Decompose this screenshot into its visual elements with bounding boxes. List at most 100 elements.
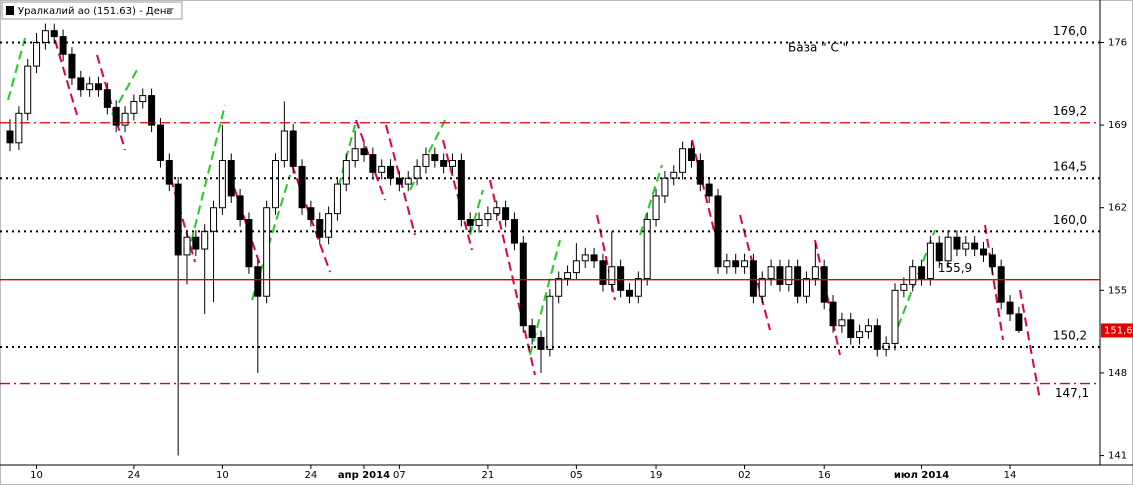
up-body [767,266,775,280]
down-body [732,260,740,268]
down-body [316,219,324,238]
level-label: 147,1 [1055,386,1089,400]
down-body [457,160,465,221]
up-body [652,195,660,221]
up-body [342,160,350,185]
up-body [41,30,49,43]
down-body [254,266,262,297]
y-tick-label: 176 [1108,37,1127,48]
up-body [121,112,129,126]
up-body [484,213,492,221]
up-body [741,260,749,268]
level-label: 176,0 [1053,24,1087,38]
x-tick-label: апр 2014 [338,470,390,481]
down-body [289,130,297,167]
up-body [86,83,94,91]
down-body [980,248,987,256]
down-body [360,148,368,156]
x-tick-label: 02 [738,470,751,481]
level-label: 155,9 [938,261,972,275]
up-body [218,160,226,209]
up-body [723,260,731,268]
up-body [608,266,616,285]
down-body [997,266,1005,303]
down-body [935,242,943,262]
up-body [634,278,642,297]
up-body [643,219,651,280]
up-body [201,230,209,250]
down-body [77,77,85,91]
down-body [847,319,855,339]
y-tick-label: 148 [1108,368,1127,379]
last-price-label: 151,6 [1104,325,1133,336]
y-tick-label: 155 [1108,285,1127,296]
level-label: 160,0 [1053,213,1087,227]
down-body [918,266,926,280]
up-body [263,207,271,297]
up-body [139,95,147,102]
down-body [696,160,704,185]
dropdown-arrow[interactable] [166,8,174,13]
down-body [298,165,306,209]
up-body [15,112,23,144]
down-body [519,242,527,327]
up-body [891,289,899,344]
down-body [749,260,757,297]
down-body [440,160,448,167]
down-body [953,236,961,250]
up-body [422,154,430,167]
up-strokes [7,37,936,356]
up-body [325,213,333,238]
x-tick-label: июл 2014 [894,470,949,481]
x-tick-label: 07 [393,470,406,481]
title-frame [1,1,183,20]
level-label: 169,2 [1053,104,1087,118]
up-body [493,207,501,215]
x-tick-label: 14 [1004,470,1017,481]
down-body [820,266,828,303]
up-body [475,219,483,226]
down-body [236,195,244,221]
down-body [794,266,802,297]
up-body [130,100,138,114]
candles [6,23,1023,456]
down-body [245,219,253,268]
down-body [369,154,377,173]
down-body [466,219,474,226]
down-body [617,266,625,291]
down-body [705,183,713,197]
up-body [581,254,589,262]
down-body [156,124,164,162]
chart-title: Уралкалий ао (151.63) - День [18,6,172,17]
down-body [988,254,996,268]
x-tick-label: 21 [482,470,495,481]
x-tick-label: 05 [570,470,583,481]
x-tick-label: 19 [650,470,663,481]
down-body [307,207,315,221]
down-body [395,177,403,185]
down-body [971,242,979,250]
up-body [944,236,952,262]
up-body [811,266,819,280]
down-body [687,148,695,162]
up-body [785,266,793,285]
x-tick-label: 24 [305,470,318,481]
down-body [95,83,102,91]
last-price-tag [1101,323,1133,338]
down-body [537,337,545,350]
up-body [210,207,218,232]
title-box[interactable]: Уралкалий ао (151.63) - День [1,1,183,20]
down-body [1006,301,1014,315]
up-body [679,148,687,173]
up-body [546,295,554,350]
up-body [378,165,386,173]
up-body [183,236,191,256]
up-body [962,242,970,250]
y-tick-label: 162 [1108,203,1127,214]
up-body [280,130,288,162]
up-body [555,278,563,297]
down-body [528,325,536,339]
down-body [50,30,58,38]
down-body [192,236,200,250]
